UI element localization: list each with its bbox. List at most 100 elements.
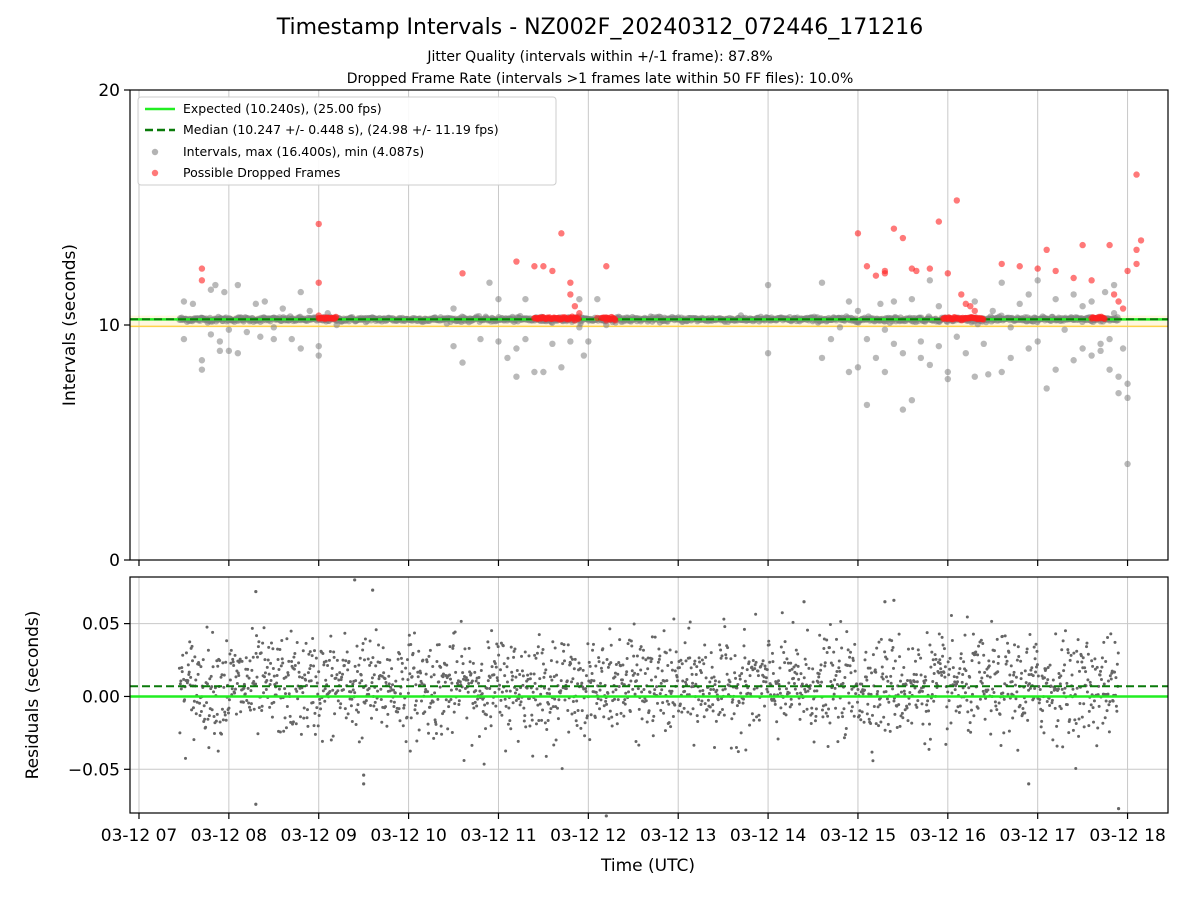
residual-point [762,680,766,684]
residual-point [723,625,727,629]
residual-point [192,738,196,742]
residual-point [371,588,375,592]
residual-point [630,644,634,648]
residual-point [930,650,934,654]
residual-point [210,708,214,712]
residual-point [708,680,712,684]
residual-point [619,711,623,715]
residual-point [228,652,232,656]
residual-point [863,688,867,692]
residual-point [433,691,437,695]
residual-point [631,673,635,677]
residual-point [312,724,316,728]
residual-point [361,648,365,652]
interval-point [863,401,871,409]
legend-intervals-label: Intervals, max (16.400s), min (4.087s) [183,144,424,159]
residual-point [681,679,685,683]
residual-point [876,690,880,694]
residual-point [304,678,308,682]
residual-point [499,698,503,702]
residual-point [309,664,313,668]
residual-point [391,688,395,692]
interval-point [1106,335,1113,343]
residual-point [388,658,392,662]
residual-point [1046,678,1050,682]
residual-point [489,724,493,728]
residual-point [835,670,839,674]
residual-point [606,665,610,669]
residual-point [985,674,989,678]
residual-point [1082,702,1086,706]
residual-point [341,672,345,676]
residual-point [908,690,912,694]
residual-point [321,689,325,693]
residual-point [874,722,878,726]
residual-point [733,654,737,658]
residual-point [463,647,467,651]
residual-point [262,691,266,695]
residual-point [1015,690,1019,694]
residual-point [549,707,553,711]
residual-point [392,705,396,709]
residual-point [666,663,670,667]
residual-point [564,687,568,691]
residual-point [750,665,754,669]
residual-point [1038,687,1042,691]
residual-point [883,728,887,732]
residual-point [191,706,195,710]
residual-point [982,653,986,657]
residual-point [256,732,260,736]
residual-point [353,664,357,668]
residual-point [927,709,931,713]
interval-point [198,366,206,373]
residual-point [537,718,541,722]
residual-point [627,690,631,694]
residual-point [1106,692,1110,696]
residual-point [785,657,789,661]
residual-point [814,714,818,718]
dropped-frame-point [881,270,889,277]
x-axis-label: Time (UTC) [600,856,695,876]
residual-point [482,762,486,766]
residual-point [548,710,552,714]
residual-point [846,648,850,652]
residual-point [945,727,949,731]
residual-point [566,643,570,647]
residual-point [1100,665,1104,669]
residual-point [983,670,987,674]
residual-point [764,680,768,684]
residual-point [983,717,987,721]
residual-point [1087,709,1091,713]
residual-point [850,705,854,709]
residual-point [259,651,263,655]
residual-point [600,669,604,673]
residual-point [782,651,786,655]
residual-point [555,660,559,664]
residual-point [1001,691,1005,695]
residual-point [373,700,377,704]
residual-point [330,674,334,678]
residual-point [368,639,372,643]
residual-point [494,665,498,669]
residual-point [1105,709,1109,713]
dropped-frame-point [1115,298,1122,305]
residual-point [808,686,812,690]
residual-point [870,671,874,675]
residual-point [536,703,540,707]
residual-point [798,717,802,721]
residual-point [651,734,655,738]
residuals-y-tick-label: 0.05 [82,615,120,635]
residual-point [802,600,806,604]
residual-point [901,716,905,720]
residual-point [766,690,770,694]
residual-point [334,676,338,680]
residual-point [1013,683,1017,687]
residual-point [604,699,608,703]
residual-point [915,705,919,709]
residual-point [324,678,328,682]
residual-point [201,658,205,662]
dropped-frame-point [1137,237,1145,244]
residual-point [692,662,696,666]
interval-point [1025,345,1032,352]
residual-point [1023,669,1027,673]
